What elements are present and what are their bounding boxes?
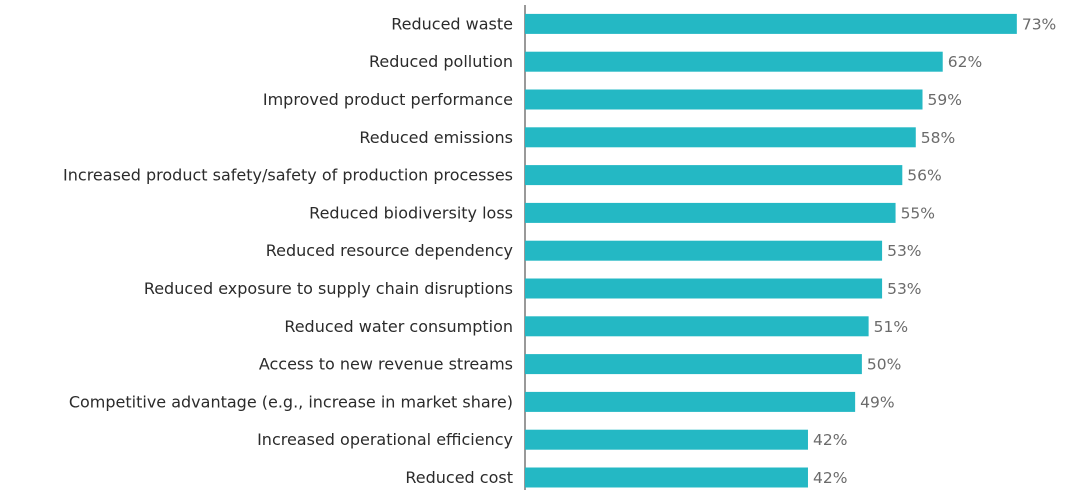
bar (525, 127, 916, 148)
value-label: 49% (860, 393, 894, 411)
category-label: Reduced resource dependency (266, 241, 513, 260)
bar (525, 165, 903, 186)
category-label: Increased operational efficiency (257, 430, 513, 449)
category-label: Competitive advantage (e.g., increase in… (69, 392, 513, 411)
bar (525, 278, 883, 299)
bar (525, 51, 943, 72)
value-label: 53% (887, 242, 921, 260)
category-label: Reduced pollution (369, 52, 513, 71)
value-label: 58% (921, 129, 955, 147)
bar (525, 316, 869, 337)
value-label: 42% (813, 431, 847, 449)
bar (525, 467, 808, 488)
value-label: 42% (813, 469, 847, 487)
bar (525, 240, 883, 261)
bar (525, 391, 856, 412)
category-label: Reduced cost (405, 468, 513, 487)
value-label: 56% (907, 167, 941, 185)
value-label: 73% (1022, 15, 1056, 33)
category-label: Access to new revenue streams (259, 355, 513, 374)
value-label: 55% (901, 204, 935, 222)
category-label: Reduced emissions (359, 128, 513, 147)
value-label: 53% (887, 280, 921, 298)
value-label: 50% (867, 356, 901, 374)
bar (525, 429, 808, 450)
bar (525, 89, 923, 110)
value-label: 59% (928, 91, 962, 109)
category-label: Reduced water consumption (284, 317, 513, 336)
category-label: Reduced biodiversity loss (309, 203, 513, 222)
category-label: Increased product safety/safety of produ… (63, 166, 513, 185)
value-label: 62% (948, 53, 982, 71)
value-label: 51% (874, 318, 908, 336)
category-label: Reduced waste (391, 14, 513, 33)
bar (525, 354, 862, 375)
bar (525, 202, 896, 223)
category-label: Reduced exposure to supply chain disrupt… (144, 279, 513, 298)
category-label: Improved product performance (263, 90, 513, 109)
bar (525, 13, 1017, 34)
